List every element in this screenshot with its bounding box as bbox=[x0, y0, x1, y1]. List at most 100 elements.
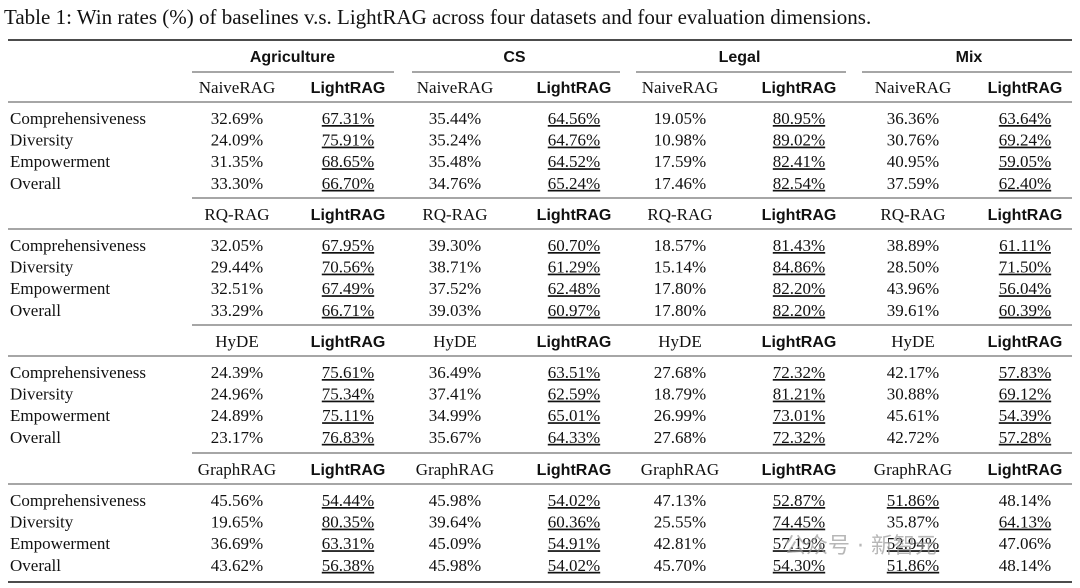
win-rate-cell: 57.19% bbox=[773, 534, 825, 553]
win-rate-cell: 10.98% bbox=[654, 131, 706, 150]
baseline-header: NaiveRAG bbox=[642, 78, 718, 97]
win-rate-cell: 82.54% bbox=[773, 174, 825, 193]
win-rate-cell: 54.02% bbox=[548, 556, 600, 575]
win-rate-cell: 45.98% bbox=[429, 556, 481, 575]
win-rate-cell: 75.61% bbox=[322, 363, 374, 382]
win-rate-cell: 81.43% bbox=[773, 236, 825, 255]
method-header: LightRAG bbox=[988, 207, 1063, 224]
method-header: LightRAG bbox=[311, 334, 386, 351]
win-rate-cell: 64.52% bbox=[548, 152, 600, 171]
win-rate-cell: 82.20% bbox=[773, 279, 825, 298]
win-rate-cell: 32.69% bbox=[211, 109, 263, 128]
win-rate-cell: 75.91% bbox=[322, 131, 374, 150]
dataset-header: CS bbox=[503, 49, 526, 66]
win-rate-cell: 54.30% bbox=[773, 556, 825, 575]
win-rate-cell: 17.80% bbox=[654, 301, 706, 320]
win-rate-cell: 36.69% bbox=[211, 534, 263, 553]
win-rate-cell: 45.98% bbox=[429, 491, 481, 510]
win-rate-cell: 32.05% bbox=[211, 236, 263, 255]
win-rate-cell: 74.45% bbox=[773, 513, 825, 532]
metric-label: Empowerment bbox=[10, 279, 110, 298]
win-rate-cell: 47.13% bbox=[654, 491, 706, 510]
metric-label: Empowerment bbox=[10, 406, 110, 425]
win-rate-cell: 75.11% bbox=[322, 406, 374, 425]
win-rate-cell: 47.06% bbox=[999, 534, 1051, 553]
win-rate-cell: 62.40% bbox=[999, 174, 1051, 193]
win-rate-cell: 52.87% bbox=[773, 491, 825, 510]
win-rate-cell: 65.01% bbox=[548, 406, 600, 425]
win-rate-cell: 84.86% bbox=[773, 258, 825, 277]
win-rate-cell: 33.30% bbox=[211, 174, 263, 193]
win-rate-cell: 17.46% bbox=[654, 174, 706, 193]
win-rate-cell: 39.03% bbox=[429, 301, 481, 320]
win-rate-cell: 56.04% bbox=[999, 279, 1051, 298]
win-rate-cell: 66.71% bbox=[322, 301, 374, 320]
win-rate-cell: 72.32% bbox=[773, 428, 825, 447]
win-rate-cell: 24.89% bbox=[211, 406, 263, 425]
win-rate-cell: 60.97% bbox=[548, 301, 600, 320]
method-header: LightRAG bbox=[537, 334, 612, 351]
win-rate-cell: 24.39% bbox=[211, 363, 263, 382]
win-rate-cell: 34.99% bbox=[429, 406, 481, 425]
win-rate-cell: 62.59% bbox=[548, 385, 600, 404]
method-header: LightRAG bbox=[537, 207, 612, 224]
win-rate-cell: 63.51% bbox=[548, 363, 600, 382]
win-rate-cell: 45.70% bbox=[654, 556, 706, 575]
win-rate-cell: 32.51% bbox=[211, 279, 263, 298]
win-rate-cell: 35.24% bbox=[429, 131, 481, 150]
win-rate-cell: 38.89% bbox=[887, 236, 939, 255]
win-rate-cell: 18.79% bbox=[654, 385, 706, 404]
method-header: LightRAG bbox=[537, 462, 612, 479]
win-rate-cell: 29.44% bbox=[211, 258, 263, 277]
metric-label: Overall bbox=[10, 301, 61, 320]
win-rate-cell: 27.68% bbox=[654, 363, 706, 382]
win-rate-cell: 28.50% bbox=[887, 258, 939, 277]
win-rate-cell: 30.76% bbox=[887, 131, 939, 150]
win-rate-cell: 38.71% bbox=[429, 258, 481, 277]
win-rate-cell: 62.48% bbox=[548, 279, 600, 298]
win-rate-cell: 68.65% bbox=[322, 152, 374, 171]
win-rate-cell: 35.48% bbox=[429, 152, 481, 171]
win-rate-cell: 35.44% bbox=[429, 109, 481, 128]
win-rate-cell: 45.09% bbox=[429, 534, 481, 553]
win-rate-cell: 69.12% bbox=[999, 385, 1051, 404]
win-rate-cell: 35.87% bbox=[887, 513, 939, 532]
baseline-header: RQ-RAG bbox=[880, 205, 945, 224]
method-header: LightRAG bbox=[311, 207, 386, 224]
baseline-header: GraphRAG bbox=[198, 460, 276, 479]
win-rate-cell: 54.02% bbox=[548, 491, 600, 510]
win-rate-cell: 45.61% bbox=[887, 406, 939, 425]
baseline-header: GraphRAG bbox=[641, 460, 719, 479]
win-rate-cell: 80.95% bbox=[773, 109, 825, 128]
baseline-header: NaiveRAG bbox=[417, 78, 493, 97]
method-header: LightRAG bbox=[762, 334, 837, 351]
win-rate-cell: 25.55% bbox=[654, 513, 706, 532]
win-rate-cell: 36.49% bbox=[429, 363, 481, 382]
win-rate-cell: 18.57% bbox=[654, 236, 706, 255]
dataset-header: Legal bbox=[719, 49, 761, 66]
win-rate-cell: 31.35% bbox=[211, 152, 263, 171]
win-rate-cell: 63.31% bbox=[322, 534, 374, 553]
metric-label: Comprehensiveness bbox=[10, 491, 146, 510]
baseline-header: HyDE bbox=[433, 332, 476, 351]
metric-label: Comprehensiveness bbox=[10, 109, 146, 128]
win-rate-cell: 54.91% bbox=[548, 534, 600, 553]
metric-label: Overall bbox=[10, 556, 61, 575]
win-rate-cell: 39.30% bbox=[429, 236, 481, 255]
watermark: 公众号 · 新智元 bbox=[784, 534, 937, 559]
win-rate-cell: 60.36% bbox=[548, 513, 600, 532]
win-rate-cell: 17.59% bbox=[654, 152, 706, 171]
win-rate-cell: 43.96% bbox=[887, 279, 939, 298]
baseline-header: HyDE bbox=[891, 332, 934, 351]
win-rate-cell: 61.29% bbox=[548, 258, 600, 277]
metric-label: Overall bbox=[10, 174, 61, 193]
win-rate-cell: 54.39% bbox=[999, 406, 1051, 425]
win-rate-cell: 89.02% bbox=[773, 131, 825, 150]
method-header: LightRAG bbox=[311, 80, 386, 97]
win-rate-cell: 73.01% bbox=[773, 406, 825, 425]
win-rate-cell: 37.59% bbox=[887, 174, 939, 193]
win-rate-cell: 27.68% bbox=[654, 428, 706, 447]
baseline-header: HyDE bbox=[658, 332, 701, 351]
win-rate-cell: 75.34% bbox=[322, 385, 374, 404]
metric-label: Comprehensiveness bbox=[10, 236, 146, 255]
